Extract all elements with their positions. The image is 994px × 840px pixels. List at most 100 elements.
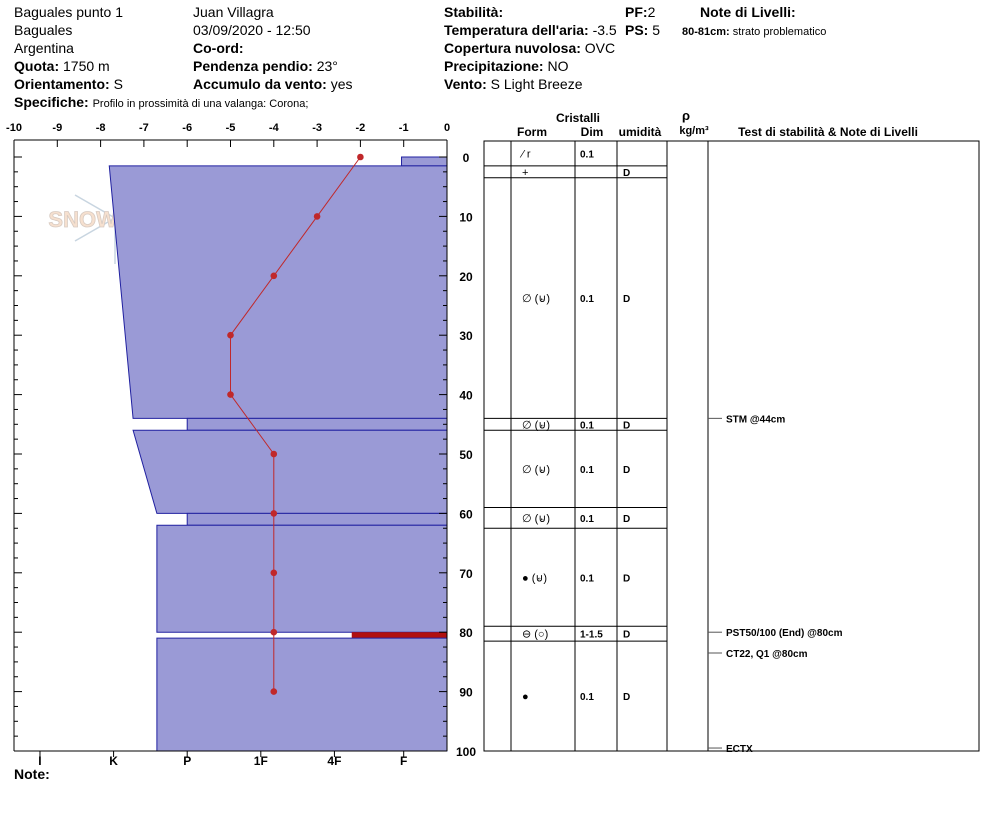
temp-tick-label: -8 [96, 122, 106, 134]
depth-tick-label: 70 [459, 567, 473, 581]
hardness-tick-label: F [400, 754, 407, 768]
region-name: Baguales [14, 22, 73, 38]
temp-tick-label: -7 [139, 122, 149, 134]
form-header: Form [517, 125, 547, 139]
grain-size-cell: 0.1 [580, 465, 594, 476]
stability-test-label: ECTX [726, 744, 753, 755]
hardness-layer [108, 165, 448, 419]
depth-tick-label: 100 [456, 745, 476, 759]
cloud-label: Copertura nuvolosa: [444, 40, 581, 56]
elevation-row: Quota: 1750 m [14, 58, 110, 74]
grain-size-cell: 0.1 [580, 294, 594, 305]
grain-size-cell: 0.1 [580, 573, 594, 584]
stability-test-label: STM @44cm [726, 414, 785, 425]
temperature-point [270, 272, 278, 280]
ps-label: PS: [625, 22, 649, 38]
grain-size-cell: 1-1.5 [580, 630, 603, 641]
wind-loading-value: yes [330, 76, 353, 92]
precip-value: NO [547, 58, 569, 74]
hardness-tick-label: 4F [327, 754, 341, 768]
temperature-point [357, 153, 364, 161]
temperature-point [270, 510, 278, 517]
depth-tick-label: 90 [459, 686, 473, 700]
hardness-layer [186, 512, 448, 526]
note-label: Note: [14, 766, 50, 782]
pf-value: 2 [647, 4, 656, 20]
moisture-cell: D [623, 630, 630, 641]
layer-table: Cristalli Form Dim umidità ρ kg/m³ Test di sta… [483, 108, 980, 755]
slope-label: Pendenza pendio: [193, 58, 313, 74]
specifics-row: Specifiche: Profilo in prossimità di una… [14, 94, 308, 112]
grain-size-cell: 0.1 [580, 420, 594, 431]
air-temp-value: -3.5 [592, 22, 617, 38]
stability-label: Stabilità: [444, 4, 504, 20]
temperature-point [270, 688, 278, 695]
hardness-profile [108, 156, 448, 752]
layer-note-text: strato problematico [732, 26, 827, 38]
layer-note-depth: 80-81cm: [682, 26, 730, 38]
grain-form-cell: ● (⊌) [522, 572, 547, 584]
temp-tick-label: 0 [444, 122, 450, 134]
depth-tick-label: 0 [463, 151, 470, 165]
temperature-point [270, 569, 278, 577]
wind-loading-label: Accumulo da vento: [193, 76, 327, 92]
layer-notes-title: Note di Livelli: [700, 4, 796, 20]
temp-tick-label: -4 [269, 122, 280, 134]
cloud-value: OVC [584, 40, 616, 56]
grain-form-cell: + [522, 167, 528, 179]
hardness-layer [132, 429, 448, 514]
density-header: kg/m³ [679, 125, 709, 137]
country-name: Argentina [14, 40, 74, 56]
moisture-header: umidità [619, 125, 662, 139]
temp-tick-label: -9 [52, 122, 62, 134]
temp-tick-label: -2 [356, 122, 366, 134]
temperature-profile [227, 153, 364, 695]
depth-tick-label: 80 [459, 626, 473, 640]
temperature-line [230, 156, 361, 692]
precip-label: Precipitazione: [444, 58, 544, 74]
moisture-cell: D [623, 692, 630, 703]
pf-label: PF: [625, 4, 648, 20]
wind-value: S Light Breeze [490, 76, 583, 92]
hardness-tick-label: P [183, 754, 191, 768]
grain-form-cell: ⊖ (○) [522, 629, 548, 641]
moisture-cell: D [623, 465, 630, 476]
temp-tick-label: -6 [182, 122, 192, 134]
grain-size-cell: 0.1 [580, 692, 594, 703]
specifics-value: Profilo in prossimità di una valanga: Co… [92, 98, 309, 110]
hardness-layer [156, 524, 448, 633]
cloud-row: Copertura nuvolosa: OVC [444, 40, 615, 56]
slope-row: Pendenza pendio: 23° [193, 58, 338, 74]
moisture-cell: D [623, 573, 630, 584]
depth-tick-label: 50 [459, 448, 473, 462]
slope-value: 23° [316, 58, 338, 74]
hardness-layer [156, 637, 448, 752]
aspect-label: Orientamento: [14, 76, 110, 92]
ps-value: 5 [652, 22, 661, 38]
rho-header: ρ [682, 108, 690, 123]
hardness-layer-weak [351, 632, 447, 639]
observation-datetime: 03/09/2020 - 12:50 [193, 22, 311, 38]
hardness-layer [401, 156, 448, 167]
air-temp-row: Temperatura dell'aria: -3.5 [444, 22, 617, 38]
layer-note-row: 80-81cm: strato problematico [682, 24, 826, 40]
temperature-point [270, 628, 278, 636]
grain-size-cell: 0.1 [580, 149, 594, 160]
grain-form-cell: ∅ (⊌) [522, 419, 550, 431]
stability-test-label: CT22, Q1 @80cm [726, 649, 808, 660]
moisture-cell: D [623, 168, 630, 179]
left-chart-frame: -10 -9 -8 -7 -6 -5 -4 -3 -2 -1 0010203040506070809… [6, 122, 476, 768]
crystals-header: Cristalli [556, 111, 600, 125]
temp-tick-label: -3 [312, 122, 322, 134]
stability-test-label: PST50/100 (End) @80cm [726, 628, 843, 639]
moisture-cell: D [623, 420, 630, 431]
temperature-point [313, 213, 321, 220]
location-name: Baguales punto 1 [14, 4, 123, 20]
grain-form-cell: ⁄ r [519, 148, 531, 160]
depth-tick-label: 40 [459, 389, 473, 403]
depth-tick-label: 20 [459, 270, 473, 284]
elevation-label: Quota: [14, 58, 60, 74]
tests-header: Test di stabilità & Note di Livelli [738, 125, 918, 139]
moisture-cell: D [623, 514, 630, 525]
size-header: Dim [581, 125, 604, 139]
